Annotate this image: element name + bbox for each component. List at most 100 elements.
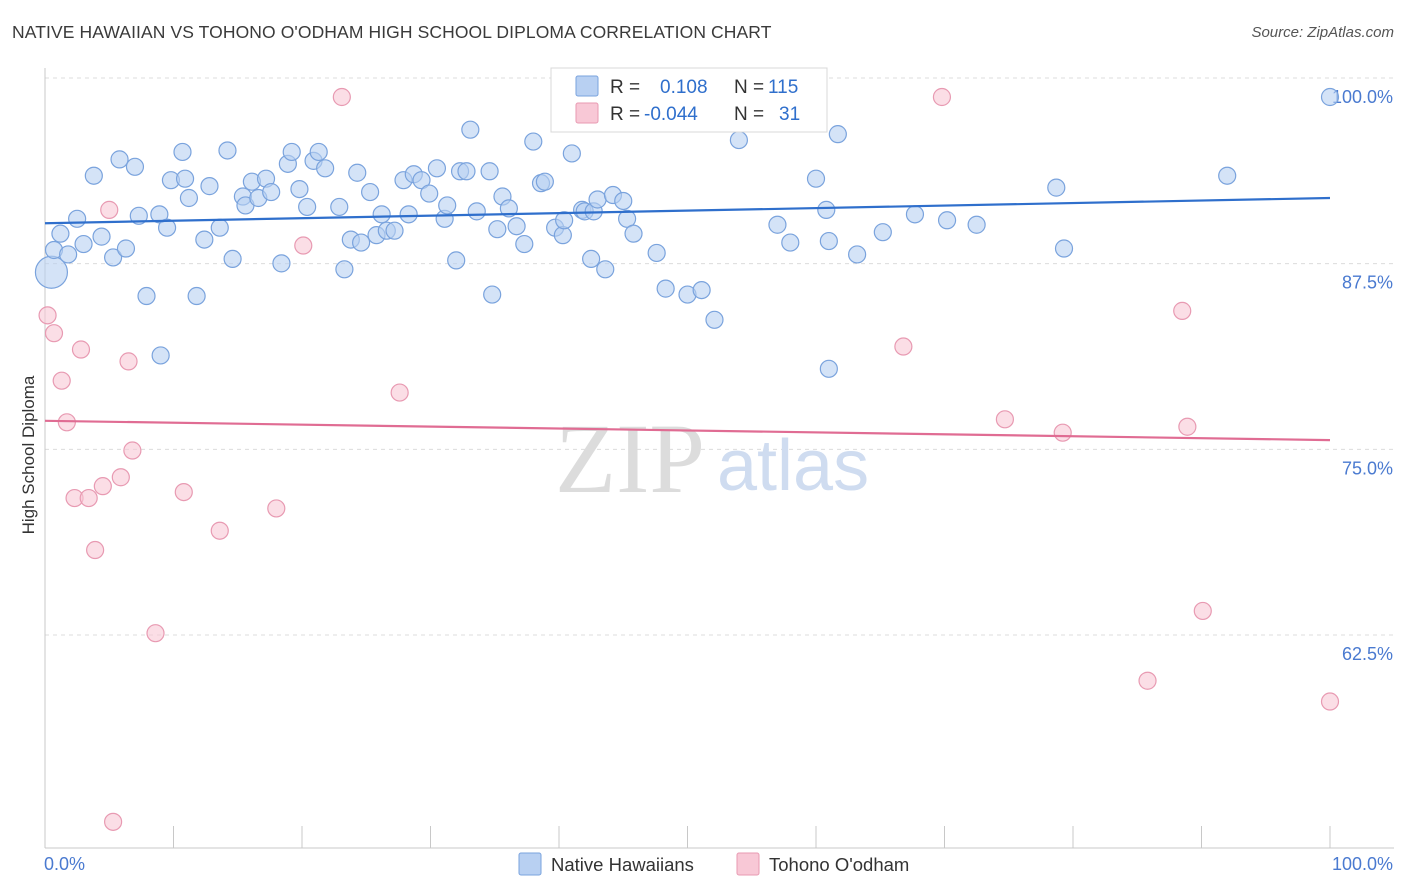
legend-label-native-hawaiians: Native Hawaiians — [551, 854, 694, 875]
data-point-native-hawaiians — [555, 211, 574, 230]
data-point-tohono-oodham — [267, 499, 286, 518]
data-point-native-hawaiians — [488, 220, 507, 239]
data-point-native-hawaiians — [499, 199, 518, 218]
stats-r-value-pink: -0.044 — [644, 104, 698, 125]
data-point-native-hawaiians — [175, 169, 195, 188]
data-point-native-hawaiians — [195, 230, 214, 249]
data-point-native-hawaiians — [873, 223, 892, 242]
data-point-native-hawaiians — [819, 359, 838, 378]
stats-n-value-blue: 115 — [768, 77, 798, 98]
series-native-hawaiians — [34, 87, 1340, 378]
stats-box: R = 0.108 N = 115 R = -0.044 N = 31 — [550, 67, 828, 133]
data-point-native-hawaiians — [781, 233, 800, 252]
y-tick-labels: 100.0% 87.5% 75.0% 62.5% — [1332, 87, 1393, 664]
data-point-tohono-oodham — [294, 236, 313, 255]
data-point-tohono-oodham — [104, 812, 123, 831]
stats-n-label-blue: N = — [734, 77, 764, 98]
stats-r-label-blue: R = — [610, 77, 640, 98]
data-point-tohono-oodham — [1053, 423, 1072, 442]
data-point-native-hawaiians — [68, 209, 87, 228]
data-point-native-hawaiians — [298, 197, 317, 217]
data-point-native-hawaiians — [84, 166, 103, 185]
data-point-native-hawaiians — [562, 144, 581, 163]
data-point-native-hawaiians — [438, 196, 457, 215]
data-point-tohono-oodham — [86, 540, 105, 560]
data-point-native-hawaiians — [905, 205, 925, 224]
y-tick-label: 62.5% — [1342, 644, 1393, 664]
data-point-native-hawaiians — [272, 254, 291, 273]
data-point-tohono-oodham — [44, 324, 64, 343]
data-point-native-hawaiians — [828, 125, 847, 144]
source-label: Source: ZipAtlas.com — [1251, 24, 1394, 41]
data-point-native-hawaiians — [596, 260, 615, 279]
data-point-tohono-oodham — [1193, 601, 1212, 621]
data-point-native-hawaiians — [1320, 87, 1340, 107]
data-point-native-hawaiians — [467, 202, 486, 221]
data-point-tohono-oodham — [894, 337, 913, 356]
data-point-native-hawaiians — [819, 231, 838, 251]
data-point-native-hawaiians — [806, 169, 826, 188]
data-point-tohono-oodham — [146, 624, 165, 643]
data-point-native-hawaiians — [290, 179, 309, 199]
y-tick-label: 75.0% — [1342, 458, 1393, 478]
data-point-native-hawaiians — [330, 197, 349, 217]
stats-r-value-blue: 0.108 — [660, 77, 708, 98]
data-point-native-hawaiians — [51, 224, 70, 243]
data-point-native-hawaiians — [705, 310, 724, 329]
stats-swatch-blue — [575, 75, 599, 97]
data-point-tohono-oodham — [111, 468, 130, 487]
data-point-native-hawaiians — [385, 221, 404, 240]
data-point-native-hawaiians — [150, 205, 169, 224]
data-point-native-hawaiians — [848, 245, 867, 264]
data-point-native-hawaiians — [361, 182, 380, 202]
data-point-native-hawaiians — [447, 251, 466, 270]
chart-title: NATIVE HAWAIIAN VS TOHONO O'ODHAM HIGH S… — [12, 22, 772, 42]
data-point-native-hawaiians — [352, 233, 371, 252]
data-point-native-hawaiians — [483, 285, 502, 304]
y-tick-label: 87.5% — [1342, 273, 1393, 293]
data-point-native-hawaiians — [480, 162, 499, 181]
data-point-native-hawaiians — [588, 190, 607, 209]
stats-swatch-pink — [575, 102, 599, 124]
data-point-native-hawaiians — [582, 249, 601, 269]
data-point-tohono-oodham — [332, 87, 351, 107]
data-point-native-hawaiians — [457, 162, 476, 181]
data-point-native-hawaiians — [967, 215, 986, 234]
data-point-native-hawaiians — [200, 177, 219, 196]
data-point-native-hawaiians — [1218, 166, 1237, 185]
data-point-native-hawaiians — [427, 159, 447, 178]
data-point-tohono-oodham — [119, 352, 138, 371]
data-point-native-hawaiians — [399, 205, 418, 224]
x-tick-label-max: 100.0% — [1332, 854, 1393, 874]
stats-n-label-pink: N = — [734, 104, 764, 125]
legend-swatch-blue — [518, 852, 542, 876]
trend-line-tohono-oodham — [44, 419, 1331, 442]
watermark-zip: ZIP — [555, 403, 705, 514]
y-axis-label: High School Diploma — [19, 375, 38, 534]
data-point-native-hawaiians — [335, 260, 354, 279]
data-point-native-hawaiians — [614, 191, 633, 211]
data-point-native-hawaiians — [420, 184, 439, 203]
data-point-native-hawaiians — [282, 142, 301, 162]
data-point-tohono-oodham — [52, 371, 71, 390]
grid-lines — [45, 77, 1394, 636]
data-point-native-hawaiians — [1047, 178, 1066, 197]
data-point-tohono-oodham — [100, 200, 119, 219]
legend: Native Hawaiians Tohono O'odham — [518, 852, 909, 876]
data-point-native-hawaiians — [535, 172, 554, 191]
data-point-tohono-oodham — [390, 383, 409, 402]
trend-lines — [44, 196, 1331, 442]
data-point-native-hawaiians — [110, 150, 129, 169]
data-point-native-hawaiians — [157, 218, 177, 237]
stats-n-value-pink: 31 — [779, 104, 800, 125]
data-point-native-hawaiians — [137, 286, 156, 306]
data-point-tohono-oodham — [123, 441, 142, 460]
data-point-tohono-oodham — [995, 410, 1014, 429]
data-point-native-hawaiians — [59, 245, 78, 264]
data-point-tohono-oodham — [1178, 417, 1197, 436]
data-point-native-hawaiians — [515, 234, 534, 254]
data-point-native-hawaiians — [692, 280, 711, 300]
series-tohono-oodham — [38, 87, 1340, 831]
data-point-native-hawaiians — [656, 279, 675, 298]
